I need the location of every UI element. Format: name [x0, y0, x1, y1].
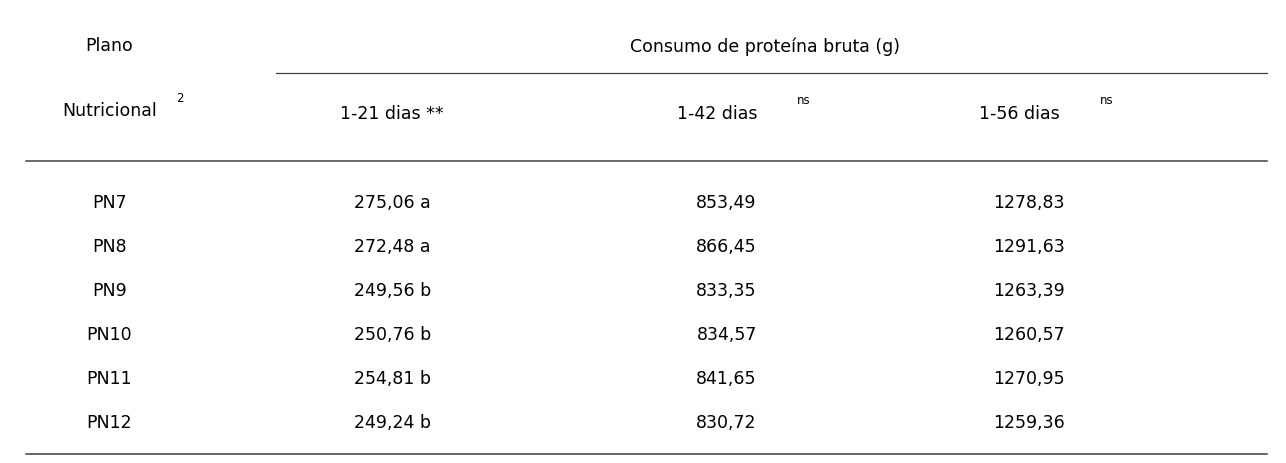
Text: 1260,57: 1260,57 — [993, 325, 1065, 343]
Text: PN7: PN7 — [93, 194, 126, 211]
Text: 249,56 b: 249,56 b — [354, 282, 431, 299]
Text: Plano: Plano — [85, 38, 134, 55]
Text: Consumo de proteína bruta (g): Consumo de proteína bruta (g) — [630, 37, 900, 56]
Text: PN11: PN11 — [86, 369, 132, 387]
Text: 853,49: 853,49 — [696, 194, 757, 211]
Text: 866,45: 866,45 — [696, 238, 757, 255]
Text: PN9: PN9 — [91, 282, 127, 299]
Text: 249,24 b: 249,24 b — [354, 413, 431, 431]
Text: 1270,95: 1270,95 — [993, 369, 1065, 387]
Text: Nutricional: Nutricional — [62, 102, 157, 120]
Text: ns: ns — [1100, 94, 1114, 107]
Text: PN8: PN8 — [93, 238, 126, 255]
Text: 1263,39: 1263,39 — [993, 282, 1065, 299]
Text: 250,76 b: 250,76 b — [354, 325, 431, 343]
Text: 834,57: 834,57 — [697, 325, 756, 343]
Text: 833,35: 833,35 — [696, 282, 757, 299]
Text: 2: 2 — [176, 92, 184, 105]
Text: ns: ns — [797, 94, 811, 107]
Text: 830,72: 830,72 — [696, 413, 757, 431]
Text: 841,65: 841,65 — [696, 369, 757, 387]
Text: 1-42 dias: 1-42 dias — [678, 105, 763, 122]
Text: 272,48 a: 272,48 a — [354, 238, 431, 255]
Text: 1-21 dias **: 1-21 dias ** — [341, 105, 444, 122]
Text: 254,81 b: 254,81 b — [354, 369, 431, 387]
Text: 1259,36: 1259,36 — [993, 413, 1065, 431]
Text: PN10: PN10 — [86, 325, 132, 343]
Text: 275,06 a: 275,06 a — [354, 194, 431, 211]
Text: 1-56 dias: 1-56 dias — [979, 105, 1066, 122]
Text: 1278,83: 1278,83 — [993, 194, 1065, 211]
Text: 1291,63: 1291,63 — [993, 238, 1065, 255]
Text: PN12: PN12 — [86, 413, 132, 431]
